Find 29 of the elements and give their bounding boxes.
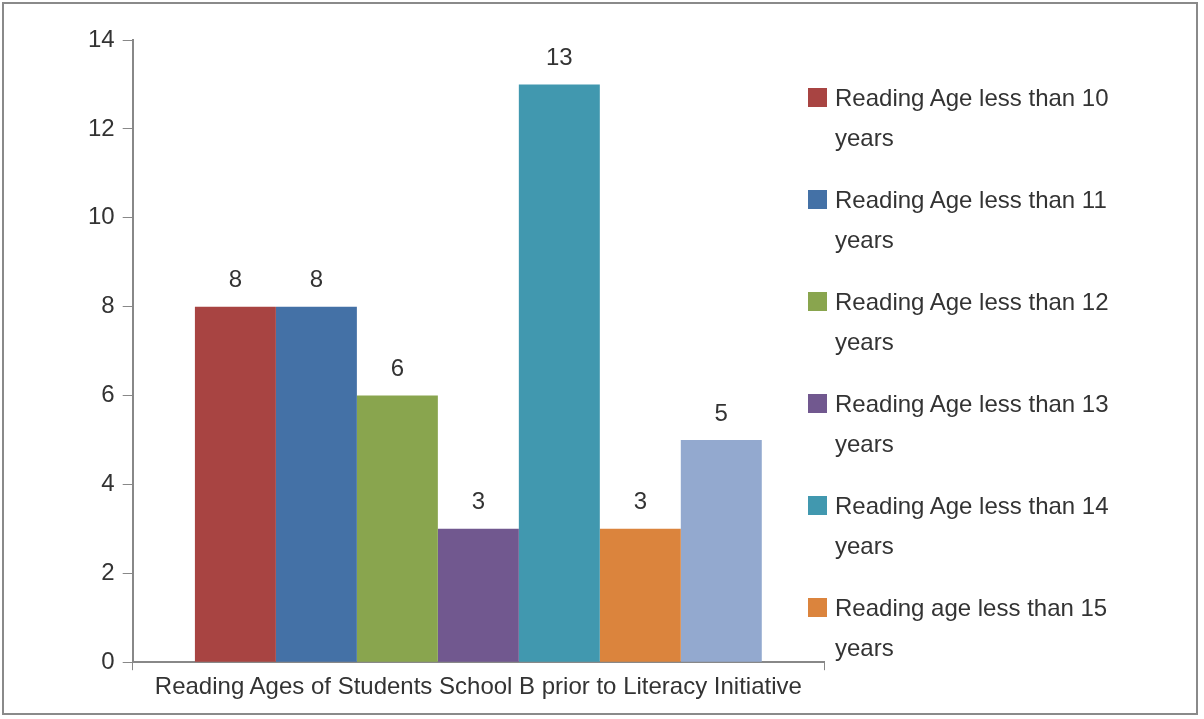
y-tick-label: 6 [101, 380, 115, 408]
data-label: 8 [309, 265, 324, 293]
y-tick-label: 0 [101, 646, 115, 674]
bar [680, 439, 762, 662]
y-tick-label: 2 [101, 557, 115, 585]
data-label: 13 [545, 43, 573, 71]
y-tick-label: 14 [87, 24, 115, 52]
data-label: 8 [228, 265, 243, 293]
legend-label: Reading age less than 15 years [835, 593, 1109, 663]
legend-label: Reading Age less than 11 years [835, 185, 1108, 255]
y-tick-label: 10 [87, 202, 115, 230]
bar [356, 395, 438, 662]
legend-label: Reading Age less than 10 years [835, 83, 1110, 153]
y-tick-label: 8 [101, 291, 115, 319]
data-label: 6 [390, 354, 405, 382]
data-label: 3 [633, 487, 647, 515]
bar [275, 306, 357, 662]
bar [518, 84, 600, 662]
bar [194, 306, 276, 662]
bar [599, 528, 681, 662]
x-tick-label: Reading Ages of Students School B prior to Literacy Initiative [154, 672, 802, 700]
legend-label: Reading Age less than 14 years [835, 491, 1110, 561]
legend-label: Reading Age less than 13 years [835, 389, 1110, 459]
legend-label: Reading Age less than 12 years [835, 287, 1110, 357]
data-label: 3 [471, 487, 486, 515]
y-tick-label: 4 [101, 469, 115, 497]
y-tick-label: 12 [87, 113, 115, 141]
bar [437, 528, 519, 662]
data-label: 5 [714, 398, 728, 426]
